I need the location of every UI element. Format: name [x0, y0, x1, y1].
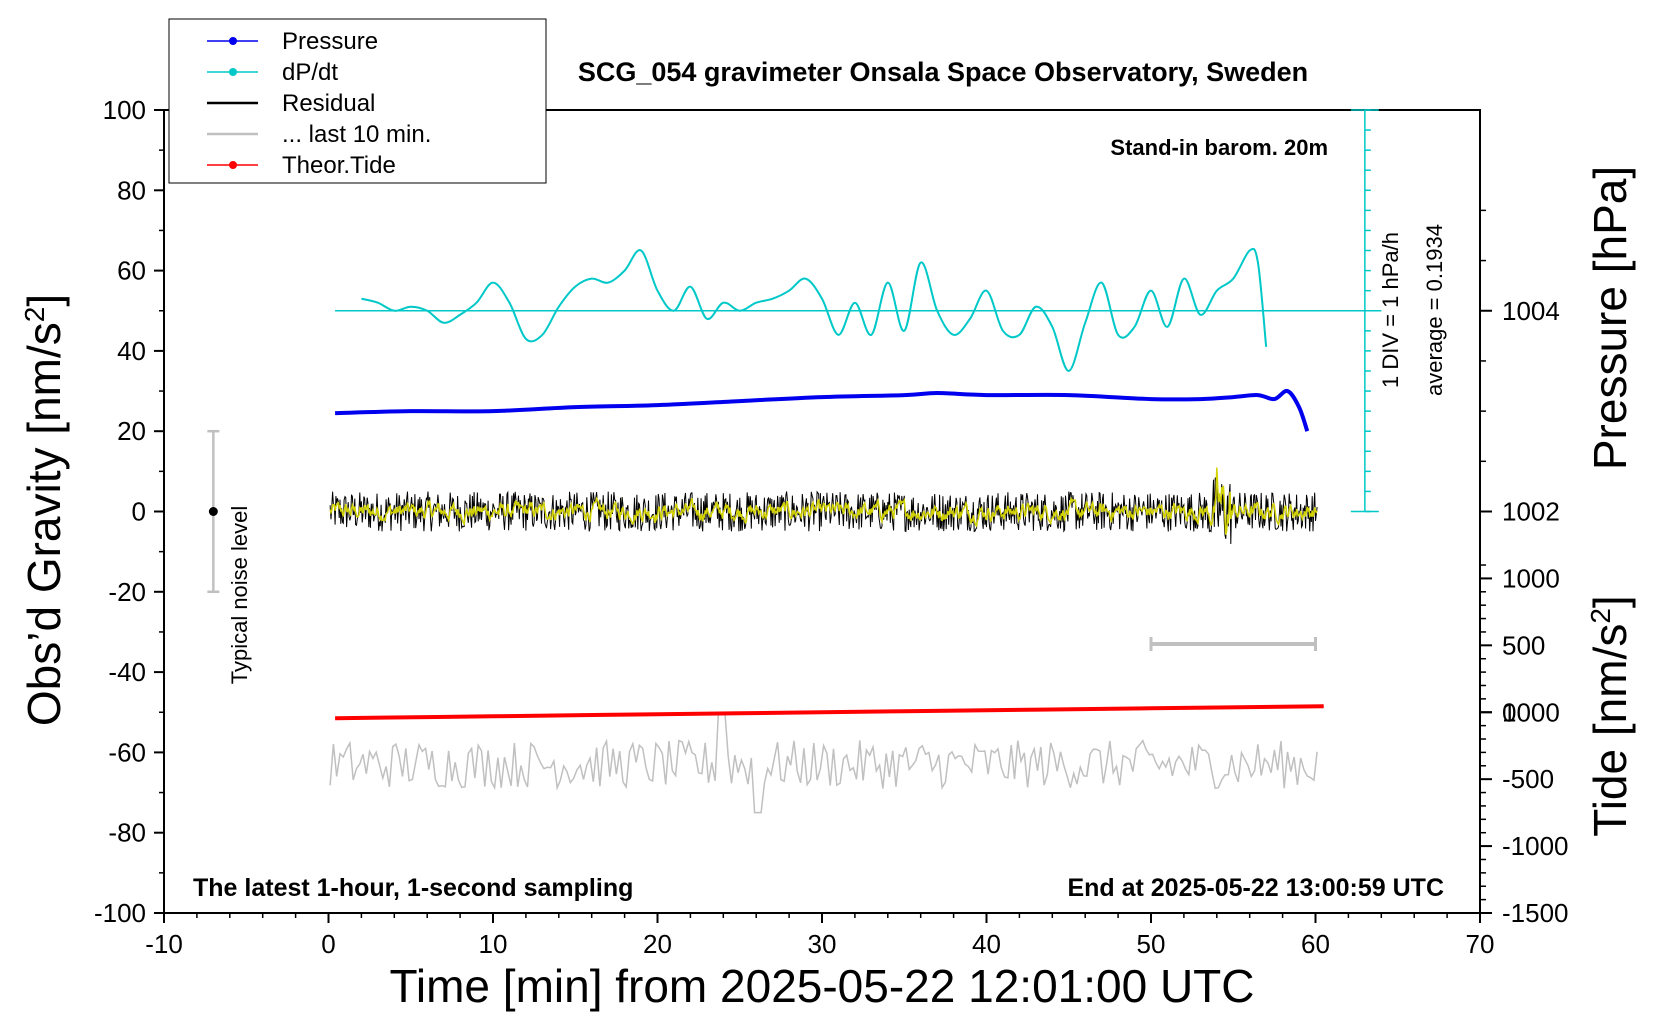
- tide-axis-label-sup: 2: [1585, 608, 1616, 624]
- x-tick-label: -10: [145, 929, 183, 959]
- y-tick-label: -100: [94, 898, 146, 928]
- noise-bar-center: [208, 507, 218, 516]
- x-tick-label: 50: [1137, 929, 1166, 959]
- pressure-tick-label: 1002: [1502, 497, 1560, 527]
- dpdt-scale-bar: [1350, 109, 1379, 513]
- x-tick-label: 30: [808, 929, 837, 959]
- y-tick-label: -40: [108, 657, 146, 687]
- y-tick-label: 80: [117, 175, 146, 205]
- y-tick-label: 20: [117, 416, 146, 446]
- tide-tick-label: 500: [1502, 630, 1545, 660]
- y-tick-label: 0: [132, 497, 146, 527]
- residual-smoothed-line: [329, 467, 1318, 535]
- dpdt-line: [361, 247, 1268, 372]
- y-axis-ticks: -100 -80 -60 -40 -20 0 20 40 60 80 100: [94, 95, 164, 928]
- y-tick-label: -60: [108, 737, 146, 767]
- latest-note: The latest 1-hour, 1-second sampling: [193, 874, 633, 902]
- legend-label: dP/dt: [282, 59, 338, 86]
- tide-axis-label: Tide [nm/s2]: [1584, 595, 1636, 836]
- y-axis-label-end: ]: [18, 294, 70, 307]
- last-10-min-bar: [1149, 636, 1317, 651]
- y-tick-label: 40: [117, 336, 146, 366]
- tide-axis-ticks: -1500 -1000 -500 0 500 1000: [1480, 563, 1569, 928]
- x-axis-ticks: -10 0 10 20 30 40 50 60 70: [145, 913, 1494, 959]
- legend-marker: [229, 68, 237, 76]
- legend: Pressure dP/dt Residual ... last 10 min. The…: [168, 18, 547, 184]
- noise-level-bar: [207, 429, 220, 594]
- tide-tick-label: -500: [1502, 764, 1554, 794]
- series-layer: [329, 247, 1382, 814]
- end-at-note: End at 2025-05-22 13:00:59 UTC: [1067, 874, 1444, 902]
- tide-line: [335, 704, 1324, 721]
- y-axis-label-sup: 2: [19, 307, 50, 323]
- div-label: 1 DIV = 1 hPa/h: [1378, 232, 1403, 388]
- stand-in-note: Stand-in barom. 20m: [1110, 135, 1328, 160]
- x-tick-label: 20: [643, 929, 672, 959]
- tide-tick-label: -1500: [1502, 898, 1569, 928]
- x-tick-label: 70: [1466, 929, 1495, 959]
- tide-axis-label-end: ]: [1584, 595, 1636, 608]
- x-tick-label: 60: [1301, 929, 1330, 959]
- y-axis-label: Obs’d Gravity [nm/s2]: [18, 294, 70, 726]
- y-axis-label-main: Obs’d Gravity [nm/s: [18, 322, 70, 726]
- pressure-axis-ticks: 1000 1002 1004: [1480, 209, 1560, 727]
- legend-box: [168, 18, 547, 184]
- y-tick-label: 100: [103, 95, 146, 125]
- tide-tick-label: 0: [1502, 697, 1516, 727]
- x-tick-label: 40: [972, 929, 1001, 959]
- noise-label: Typical noise level: [227, 506, 252, 685]
- tide-tick-label: 1000: [1502, 563, 1560, 593]
- pressure-tick-label: 1000: [1502, 697, 1560, 727]
- x-tick-label: 0: [321, 929, 335, 959]
- legend-label: Theor.Tide: [282, 152, 396, 179]
- residual-line: [329, 477, 1318, 545]
- x-axis-label: Time [min] from 2025-05-22 12:01:00 UTC: [390, 960, 1255, 1012]
- tide-tick-label: -1000: [1502, 831, 1569, 861]
- legend-marker: [229, 37, 237, 45]
- y-tick-label: -20: [108, 577, 146, 607]
- average-label: average = 0.1934: [1422, 224, 1447, 396]
- tide-axis-label-main: Tide [nm/s: [1584, 624, 1636, 837]
- y-tick-label: 60: [117, 256, 146, 286]
- y-tick-label: -80: [108, 818, 146, 848]
- pressure-axis-label: Pressure [hPa]: [1584, 166, 1636, 470]
- pressure-line: [335, 388, 1310, 432]
- x-tick-label: 10: [479, 929, 508, 959]
- last-10-min-line: [329, 711, 1318, 814]
- legend-label: Pressure: [282, 28, 378, 55]
- legend-label: Residual: [282, 90, 375, 117]
- legend-marker: [229, 161, 237, 169]
- pressure-tick-label: 1004: [1502, 296, 1560, 326]
- chart-title: SCG_054 gravimeter Onsala Space Observat…: [578, 57, 1308, 87]
- legend-label: ... last 10 min.: [282, 121, 431, 148]
